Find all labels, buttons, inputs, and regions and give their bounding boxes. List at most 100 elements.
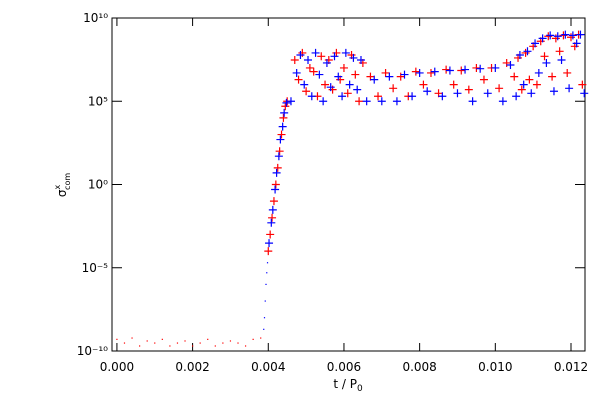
cross-marker xyxy=(374,92,383,101)
cross-marker xyxy=(355,97,364,106)
cross-marker xyxy=(576,30,585,39)
cross-marker xyxy=(264,247,273,256)
cross-marker xyxy=(464,85,473,94)
cross-marker xyxy=(438,92,447,101)
cross-marker xyxy=(527,89,536,98)
cross-marker xyxy=(483,89,492,98)
dot-marker xyxy=(184,340,186,342)
cross-marker xyxy=(476,64,485,73)
dot-marker xyxy=(131,337,133,339)
cross-marker xyxy=(276,135,285,144)
cross-marker xyxy=(531,39,540,48)
x-tick-label: 0.004 xyxy=(251,360,285,374)
cross-marker xyxy=(290,56,299,65)
cross-marker xyxy=(532,80,541,89)
cross-marker xyxy=(578,80,587,89)
cross-marker xyxy=(381,68,390,77)
dot-marker xyxy=(260,337,262,339)
dot-marker xyxy=(237,342,239,344)
cross-marker xyxy=(319,97,328,106)
dot-marker xyxy=(207,338,209,340)
cross-marker xyxy=(392,97,401,106)
cross-marker xyxy=(519,80,528,89)
x-label-text: t / P xyxy=(333,377,357,391)
cross-marker xyxy=(408,92,417,101)
cross-marker xyxy=(349,53,358,62)
dot-marker xyxy=(176,342,179,344)
cross-marker xyxy=(292,68,301,77)
cross-marker xyxy=(307,92,316,101)
cross-marker xyxy=(268,205,277,214)
cross-marker xyxy=(572,39,581,48)
cross-marker xyxy=(430,67,439,76)
cross-marker xyxy=(311,48,320,57)
cross-marker xyxy=(338,92,347,101)
cross-marker xyxy=(502,58,511,67)
cross-marker xyxy=(542,58,551,67)
cross-marker xyxy=(298,48,307,57)
cross-marker xyxy=(472,63,481,72)
cross-marker xyxy=(445,66,454,75)
cross-marker xyxy=(341,48,350,57)
cross-marker xyxy=(370,75,379,84)
cross-marker xyxy=(321,80,330,89)
cross-marker xyxy=(510,72,519,81)
cross-marker xyxy=(275,147,284,156)
y-tick-label: 10⁵ xyxy=(88,94,108,108)
cross-marker xyxy=(345,80,354,89)
cross-marker xyxy=(461,65,470,74)
cross-marker xyxy=(544,32,553,41)
cross-marker xyxy=(266,230,275,239)
x-tick-label: 0.002 xyxy=(175,360,209,374)
dot-marker xyxy=(154,342,156,344)
cross-marker xyxy=(326,83,335,92)
x-axis-label: t / P0 xyxy=(333,377,363,394)
cross-marker xyxy=(286,97,295,106)
y-tick-label: 10¹⁰ xyxy=(83,11,108,25)
cross-marker xyxy=(317,52,326,61)
cross-marker xyxy=(294,75,303,84)
cross-marker xyxy=(279,113,288,122)
cross-marker xyxy=(563,68,572,77)
cross-marker xyxy=(557,56,566,65)
cross-marker xyxy=(580,89,589,98)
dot-marker xyxy=(263,317,266,319)
x-tick-label: 0.012 xyxy=(554,360,588,374)
cross-marker xyxy=(268,213,277,222)
dot-marker xyxy=(263,328,265,330)
x-tick-label: 0.010 xyxy=(478,360,512,374)
cross-marker xyxy=(280,108,289,117)
cross-marker xyxy=(415,68,424,77)
cross-marker xyxy=(525,75,534,84)
cross-marker xyxy=(568,31,577,40)
dot-marker xyxy=(139,345,141,347)
cross-marker xyxy=(274,152,283,161)
cross-marker xyxy=(265,239,274,248)
dot-marker xyxy=(123,342,126,344)
cross-marker xyxy=(269,197,278,206)
plot-frame xyxy=(111,17,586,352)
dot-marker xyxy=(161,338,163,340)
cross-marker xyxy=(479,75,488,84)
cross-marker xyxy=(517,85,526,94)
dot-marker xyxy=(191,345,194,347)
dot-marker xyxy=(199,342,201,344)
cross-marker xyxy=(271,180,280,189)
cross-marker xyxy=(267,218,276,227)
cross-marker xyxy=(271,185,280,194)
cross-marker xyxy=(302,87,311,96)
cross-marker xyxy=(468,97,477,106)
dot-marker xyxy=(116,338,118,340)
cross-marker xyxy=(538,34,547,43)
cross-marker xyxy=(523,47,532,56)
cross-marker xyxy=(400,70,409,79)
cross-marker xyxy=(362,97,371,106)
cross-marker xyxy=(356,56,365,65)
cross-marker xyxy=(449,80,458,89)
cross-marker xyxy=(561,30,570,39)
dot-marker xyxy=(222,342,224,344)
cross-marker xyxy=(377,97,386,106)
y-label-superscript: x xyxy=(53,185,62,190)
dot-marker xyxy=(169,345,171,347)
